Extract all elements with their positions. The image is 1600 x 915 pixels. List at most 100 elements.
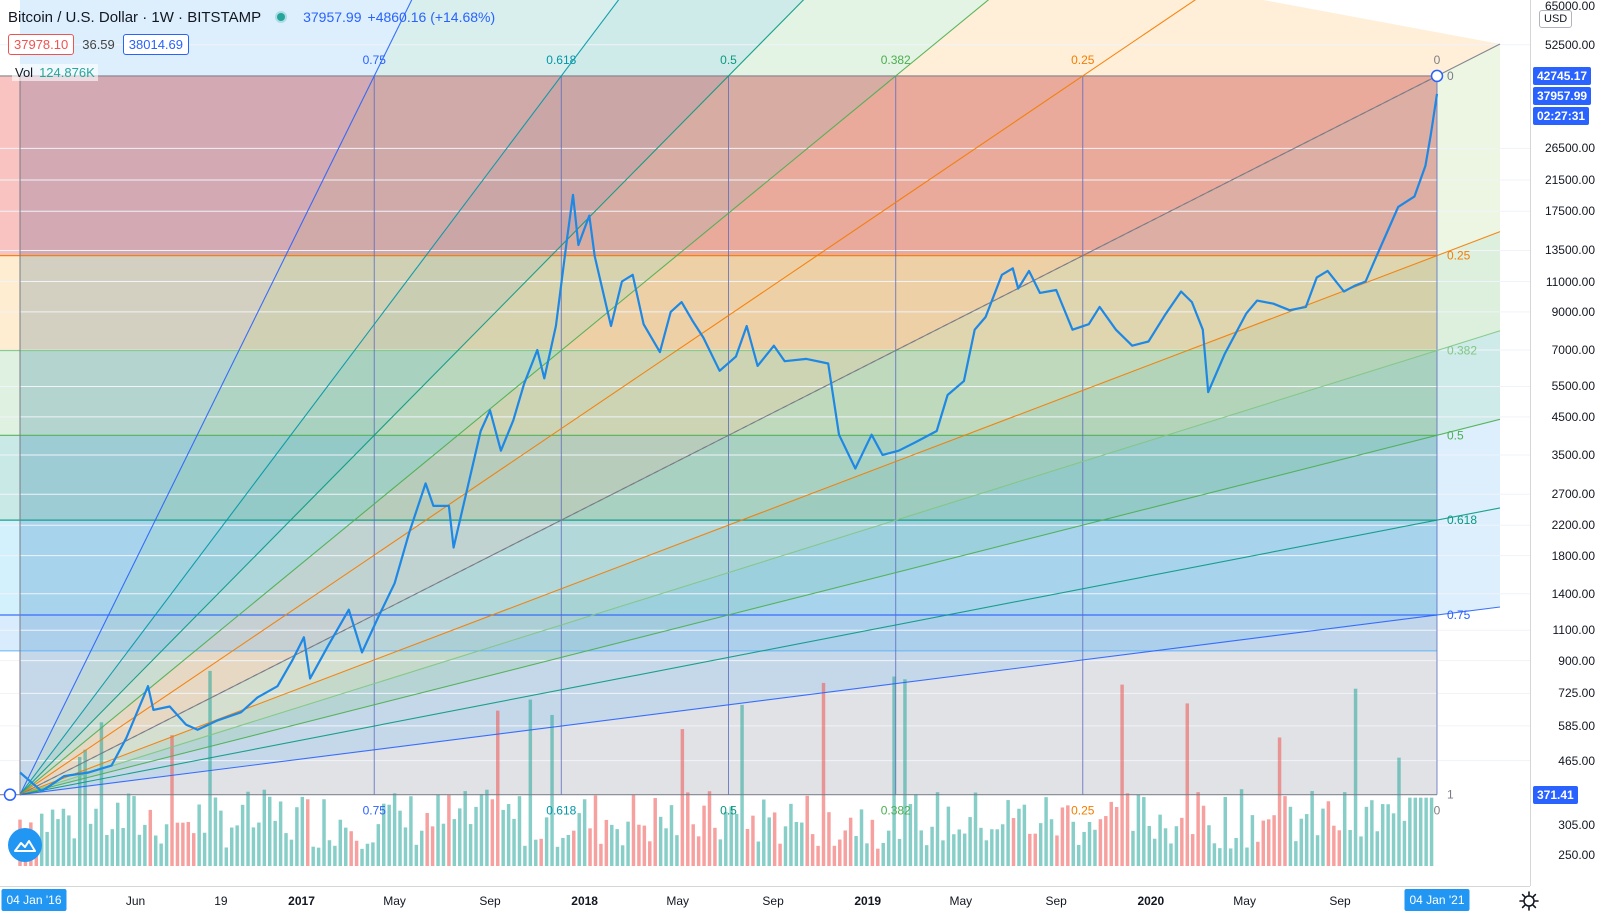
volume-bar-down <box>772 812 777 866</box>
volume-bar-up <box>278 801 283 866</box>
fan-ray <box>19 0 990 796</box>
volume-bar-down <box>843 830 847 866</box>
volume-bar-up <box>132 796 136 866</box>
volume-value: 124.876K <box>39 65 95 80</box>
volume-bar-up <box>534 839 538 866</box>
price-tick-label: 305.00 <box>1558 817 1595 832</box>
volume-bar-up <box>387 804 391 866</box>
volume-bar-up <box>582 799 587 866</box>
time-tick-label: 2019 <box>854 894 882 908</box>
volume-bar-up <box>1310 791 1314 866</box>
currency-badge[interactable]: USD <box>1539 10 1573 28</box>
volume-bar-up <box>39 813 44 866</box>
volume-bar-up <box>1022 804 1027 866</box>
volume-bar-up <box>1321 808 1325 866</box>
volume-bar-down <box>1256 841 1260 866</box>
volume-bar-up <box>1076 844 1081 866</box>
volume-bar-up <box>1093 829 1097 866</box>
fan-ray <box>19 507 1501 796</box>
volume-bar-up <box>452 819 457 866</box>
price-tick-label: 21500.00 <box>1544 173 1595 187</box>
time-tick-label: Sep <box>479 894 501 908</box>
volume-bar-up <box>756 841 761 866</box>
volume-bar-up <box>724 811 728 866</box>
volume-bar-up <box>420 830 424 866</box>
volume-bar-up <box>441 823 446 866</box>
volume-bar-up <box>251 827 256 866</box>
volume-bar-up <box>669 805 674 866</box>
fib-level-label: 0.75 <box>1447 608 1471 622</box>
volume-bar-down <box>186 821 191 866</box>
volume-bar-up <box>1375 831 1380 866</box>
volume-bar-up <box>892 676 896 866</box>
volume-bar-up <box>143 824 147 866</box>
price-tick-label: 13500.00 <box>1544 243 1595 258</box>
volume-bar-up <box>322 799 326 866</box>
fib-level-label: 0.382 <box>881 53 911 67</box>
volume-bar-up <box>50 809 55 866</box>
gear-icon[interactable] <box>1518 890 1540 912</box>
volume-bar-up <box>360 848 364 866</box>
volume-bar-down <box>821 682 826 866</box>
volume-bar-down <box>1201 805 1206 866</box>
time-tick-label: 2017 <box>288 894 315 908</box>
time-tick-label: May <box>383 894 406 908</box>
volume-bar-down <box>593 795 598 866</box>
volume-bar-up <box>67 815 71 866</box>
volume-bar-up <box>908 804 913 866</box>
volume-bar-up <box>783 826 788 866</box>
volume-bar-up <box>295 807 299 866</box>
fib-low-price-badge: 371.41 <box>1533 785 1578 804</box>
volume-bar-up <box>94 808 98 866</box>
volume-bar-up <box>1000 824 1005 866</box>
volume-bar-down <box>1196 792 1200 866</box>
volume-bar-up <box>229 827 234 866</box>
time-axis[interactable]: Jun 19 2017 May Sep 2018 May Sep 2019 May Sep 2020 M… <box>0 886 1539 915</box>
volume-bar-up <box>1044 797 1048 866</box>
volume-bar-up <box>208 670 212 866</box>
drawing-start-handle <box>3 788 17 801</box>
volume-bar-up <box>1342 792 1347 866</box>
price-tick-label: 250.00 <box>1558 847 1595 862</box>
volume-bar-up <box>620 845 625 866</box>
volume-bar-up <box>555 846 560 866</box>
price-axis[interactable]: USD 65000.00 52500.00 26500.00 21500.00 1750… <box>1530 0 1600 886</box>
last-price: 37957.99 <box>303 9 362 25</box>
fib-level-label: 1 <box>1447 788 1454 802</box>
volume-bar-down <box>306 799 310 866</box>
volume-bar-up <box>485 789 489 866</box>
volume-bar-up <box>517 796 522 866</box>
volume-bar-up <box>577 813 581 866</box>
volume-bar-up <box>273 820 277 866</box>
volume-bar-up <box>865 843 869 866</box>
volume-bar-up <box>1071 821 1075 866</box>
volume-bar-down <box>572 830 576 866</box>
volume-bar-up <box>1359 836 1363 866</box>
volume-bar-up <box>523 845 527 866</box>
price-tick-label: 9000.00 <box>1551 304 1595 319</box>
mountain-icon <box>14 840 36 852</box>
price-chart-svg[interactable]: 0 0.25 0.382 0.5 0.618 0.75 1 0.75 0.75 0.618 0.61… <box>0 0 1530 886</box>
volume-bar-up <box>734 813 739 866</box>
chart-area[interactable]: 0 0.25 0.382 0.5 0.618 0.75 1 0.75 0.75 0.618 0.61… <box>0 0 1530 886</box>
time-tick-label: Sep <box>762 894 784 908</box>
volume-bar-up <box>240 804 245 866</box>
sell-button[interactable]: 37978.10 <box>8 33 75 55</box>
drawing-handles[interactable] <box>3 69 1444 801</box>
fib-fan-fills <box>0 0 1500 795</box>
volume-label: Vol <box>15 65 34 80</box>
time-tick-label: May <box>949 894 973 908</box>
symbol-title[interactable]: Bitcoin / U.S. Dollar · 1W · BITSTAMP <box>8 8 262 26</box>
volume-bar-down <box>816 845 820 866</box>
volume-bar-up <box>1413 797 1418 866</box>
volume-bar-up <box>1223 796 1228 866</box>
fib-fan-rays <box>19 0 1501 796</box>
volume-bar-up <box>528 699 533 866</box>
volume-legend[interactable]: Vol 124.876K <box>12 64 98 81</box>
fib-level-label: 0.5 <box>1447 428 1464 442</box>
volume-bar-up <box>952 834 956 866</box>
chart-layout-icon[interactable] <box>8 828 42 862</box>
volume-bar-up <box>1391 813 1396 866</box>
volume-bar-up <box>311 846 315 866</box>
buy-button[interactable]: 38014.69 <box>122 33 190 55</box>
